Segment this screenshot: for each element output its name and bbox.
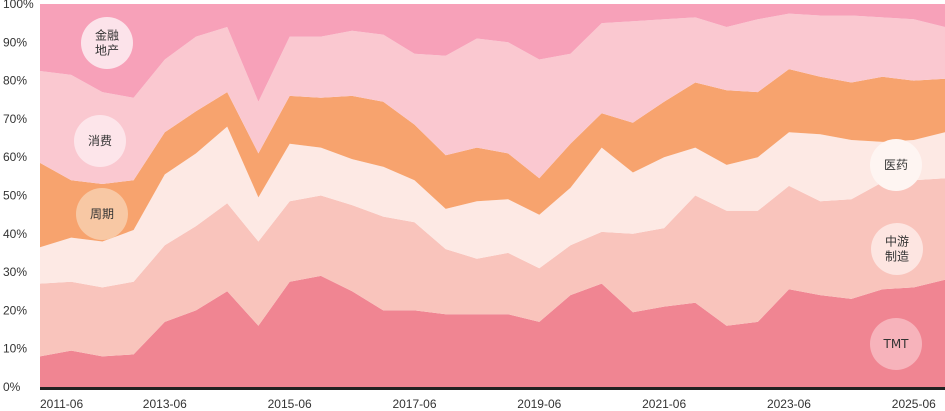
- x-tick-label: 2023-06: [767, 397, 811, 411]
- series-label-text: 消费: [88, 134, 112, 148]
- y-tick-label: 40%: [3, 227, 27, 241]
- series-label-TMT: TMT: [870, 318, 922, 370]
- y-tick-label: 90%: [3, 35, 27, 49]
- x-tick-label: 2025-06: [892, 397, 936, 411]
- area-医药: [40, 126, 945, 288]
- y-tick-label: 20%: [3, 303, 27, 317]
- series-label-text: 制造: [885, 250, 909, 264]
- y-axis: 0% 10% 20% 30% 40% 50% 60% 70% 80% 90% 100%: [3, 0, 34, 394]
- y-tick-label: 100%: [3, 0, 34, 11]
- y-tick-label: 60%: [3, 150, 27, 164]
- series-label-text: 周期: [90, 207, 114, 221]
- series-label-医药: 医药: [870, 139, 922, 191]
- y-tick-label: 70%: [3, 112, 27, 126]
- x-tick-label: 2015-06: [268, 397, 312, 411]
- y-tick-label: 30%: [3, 265, 27, 279]
- area-周期: [40, 69, 945, 248]
- x-axis: 2011-06 2013-06 2015-06 2017-06 2019-06 2021-…: [40, 397, 936, 411]
- series-label-消费: 消费: [74, 115, 126, 167]
- series-label-周期: 周期: [76, 188, 128, 240]
- series-label-text: TMT: [882, 337, 909, 351]
- area-金融地产: [40, 4, 945, 102]
- y-tick-label: 10%: [3, 342, 27, 356]
- area-TMT: [40, 275, 945, 387]
- x-tick-label: 2019-06: [517, 397, 561, 411]
- series-label-text: 地产: [95, 44, 119, 58]
- y-tick-label: 80%: [3, 74, 27, 88]
- y-tick-label: 0%: [3, 380, 21, 394]
- area-消费: [40, 13, 945, 184]
- series-label-text: 中游: [885, 234, 909, 249]
- area-layers: [40, 4, 945, 387]
- series-label-text: 金融: [95, 28, 119, 43]
- x-tick-label: 2013-06: [143, 397, 187, 411]
- y-tick-label: 50%: [3, 189, 27, 203]
- series-label-text: 医药: [884, 158, 908, 172]
- x-tick-label: 2011-06: [40, 397, 83, 411]
- x-tick-label: 2017-06: [392, 397, 436, 411]
- area-中游制造: [40, 178, 945, 357]
- x-tick-label: 2021-06: [642, 397, 686, 411]
